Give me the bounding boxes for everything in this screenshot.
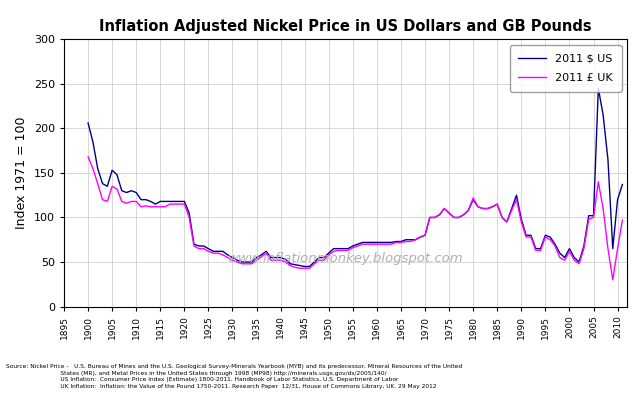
- Legend: 2011 $ US, 2011 £ UK: 2011 $ US, 2011 £ UK: [509, 45, 621, 92]
- Line: 2011 £ UK: 2011 £ UK: [88, 157, 622, 280]
- 2011 £ UK: [609, 277, 616, 282]
- Text: www.inflationmonkey.blogspot.com: www.inflationmonkey.blogspot.com: [228, 252, 463, 265]
- Y-axis label: Index 1971 = 100: Index 1971 = 100: [15, 117, 28, 229]
- 2011 $ US: [609, 246, 616, 251]
- 2011 £ UK: [84, 154, 92, 159]
- 2011 $ US: [450, 215, 458, 220]
- 2011 $ US: [503, 220, 511, 224]
- 2011 $ US: [272, 255, 280, 260]
- 2011 £ UK: [618, 218, 626, 222]
- Text: Source: Nickel Price -   U.S. Bureau of Mines and the U.S. Geological Survey-Min: Source: Nickel Price - U.S. Bureau of Mi…: [6, 364, 463, 389]
- 2011 £ UK: [599, 206, 607, 211]
- 2011 £ UK: [469, 195, 477, 200]
- 2011 $ US: [618, 182, 626, 187]
- Title: Inflation Adjusted Nickel Price in US Dollars and GB Pounds: Inflation Adjusted Nickel Price in US Do…: [99, 19, 592, 34]
- 2011 $ US: [387, 240, 395, 245]
- 2011 £ UK: [498, 215, 506, 220]
- 2011 $ US: [84, 121, 92, 125]
- 2011 $ US: [301, 264, 308, 269]
- Line: 2011 $ US: 2011 $ US: [88, 88, 622, 266]
- 2011 £ UK: [445, 211, 453, 215]
- 2011 $ US: [474, 204, 482, 209]
- 2011 $ US: [595, 86, 602, 91]
- 2011 £ UK: [272, 258, 280, 263]
- 2011 £ UK: [383, 242, 390, 246]
